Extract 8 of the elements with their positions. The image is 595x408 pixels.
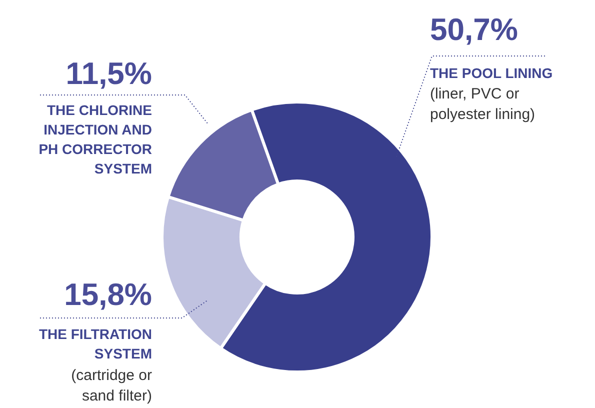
data-label: 11,5% [66,56,152,91]
slice-label: THE CHLORINE INJECTION AND PH CORRECTOR SYSTEM [38,102,152,176]
text: (liner, PVC or polyester lining) [430,86,536,123]
slice-label: THE FILTRATION SYSTEM [38,326,152,362]
text: (cartridge or sand filter) [71,367,152,404]
data-label: 15,8% [64,277,152,312]
data-label: 50,7% [430,12,518,47]
slice-label: THE POOL LINING [430,65,553,81]
